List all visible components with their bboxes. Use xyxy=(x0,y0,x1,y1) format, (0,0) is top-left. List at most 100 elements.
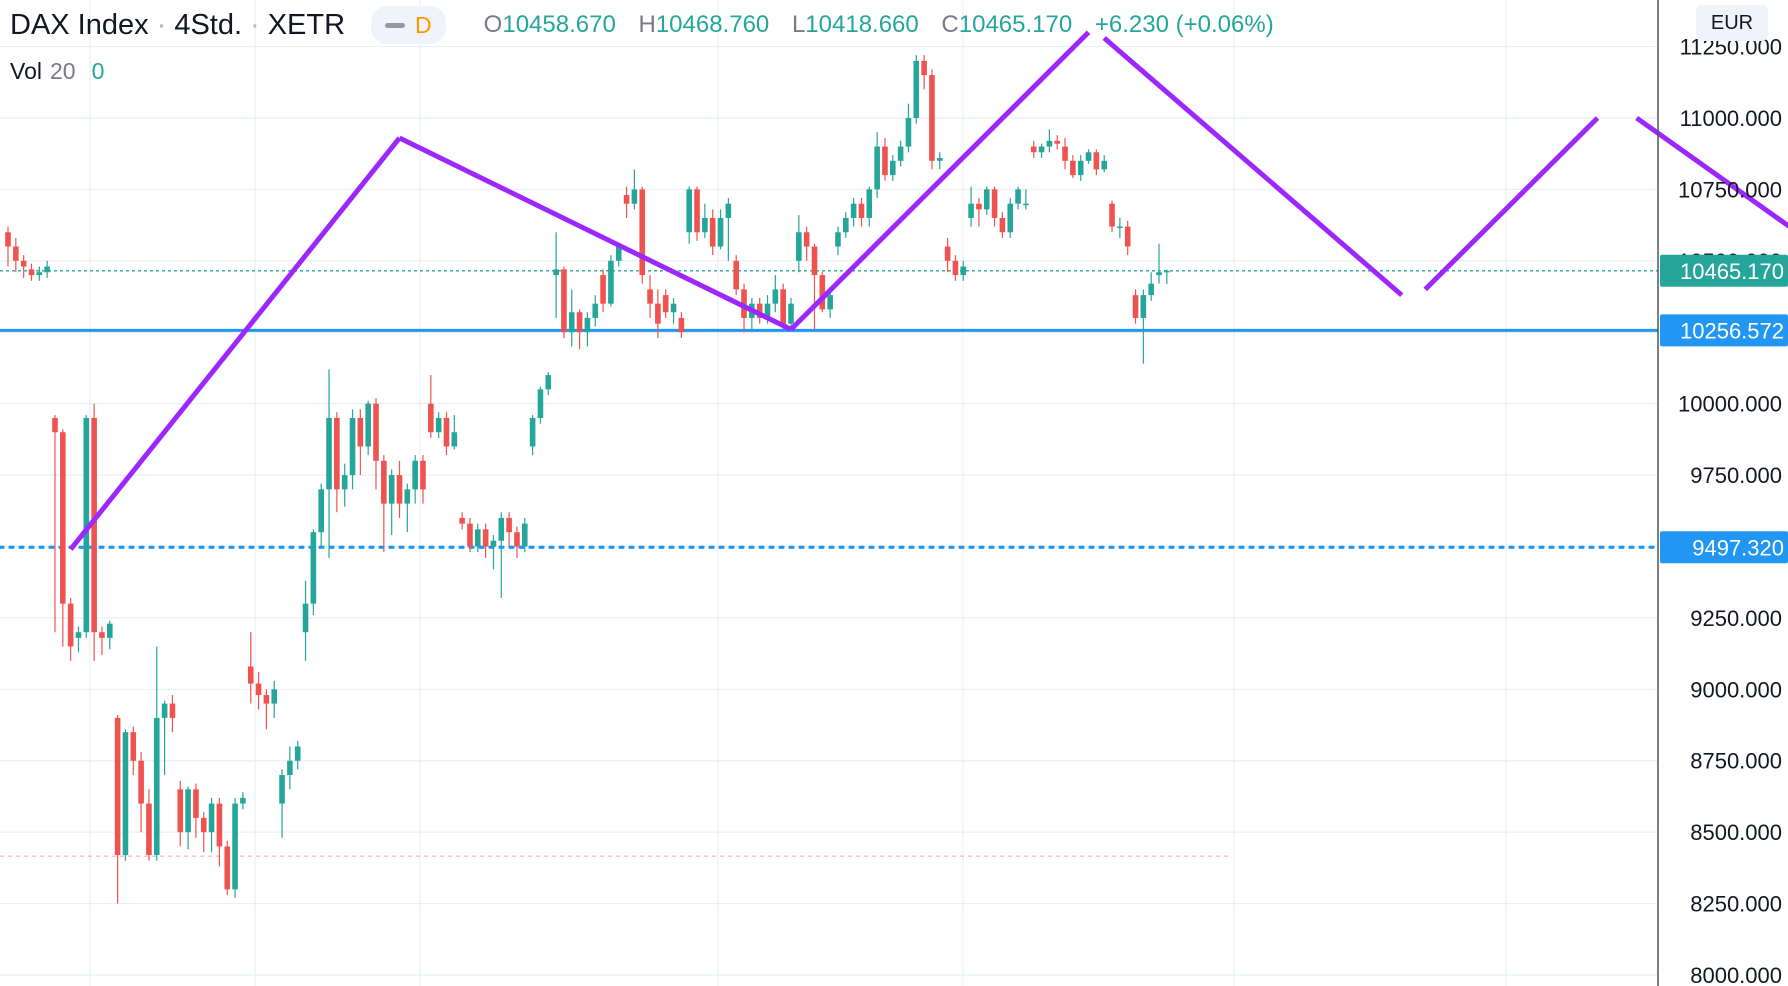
price-axis[interactable]: 8000.000 8250.000 8500.000 8750.000 9000.000… xyxy=(1657,0,1788,986)
candle xyxy=(271,680,278,718)
neckline-price-tag[interactable]: 10256.572 xyxy=(1660,314,1788,347)
candle xyxy=(428,375,434,438)
candle xyxy=(28,263,35,281)
candle-body xyxy=(889,160,896,176)
pattern-line[interactable] xyxy=(1635,115,1788,329)
pattern-line[interactable] xyxy=(68,136,402,551)
candle-body xyxy=(36,272,43,276)
candle xyxy=(882,137,888,181)
candle xyxy=(255,672,262,710)
candle-body xyxy=(20,260,27,267)
candle-body xyxy=(193,789,199,818)
candle-body xyxy=(334,417,340,490)
candle-body xyxy=(1077,160,1084,176)
candle-body xyxy=(623,195,630,204)
candle-body xyxy=(592,303,599,318)
candle xyxy=(44,260,50,278)
candle xyxy=(944,237,951,273)
candle-body xyxy=(983,189,990,210)
candle-body xyxy=(1062,146,1068,161)
interval-label[interactable]: 4Std. xyxy=(174,8,243,41)
candle-body xyxy=(294,746,301,761)
candle-body xyxy=(827,295,833,310)
candle-body xyxy=(153,717,160,856)
candle xyxy=(161,700,168,776)
candle xyxy=(287,746,293,790)
candle xyxy=(1046,129,1053,153)
candle xyxy=(537,386,544,424)
candle xyxy=(177,780,184,847)
candle xyxy=(302,580,309,661)
candle-body xyxy=(146,803,152,856)
candle-body xyxy=(177,789,184,833)
current-price-tag[interactable]: 10465.170 xyxy=(1660,254,1788,287)
symbol-name[interactable]: DAX Index xyxy=(10,8,149,41)
price-tag-box xyxy=(1660,531,1788,564)
status-pill[interactable]: D xyxy=(371,6,446,44)
candle xyxy=(99,626,105,656)
candle-body xyxy=(882,146,888,176)
candle xyxy=(310,529,317,616)
candle-body xyxy=(161,703,168,718)
candle-body xyxy=(1093,152,1100,170)
candle xyxy=(334,412,340,513)
candle xyxy=(631,169,638,210)
candle-body xyxy=(396,475,403,504)
candle-body xyxy=(1132,295,1139,318)
volume-label[interactable]: Vol xyxy=(10,58,42,84)
separator-dot: · xyxy=(250,8,260,41)
currency-button[interactable]: EUR xyxy=(1696,5,1768,41)
candle xyxy=(803,226,810,261)
candle xyxy=(294,740,301,770)
price-tick-label: 8000.000 xyxy=(1690,963,1782,986)
candle-body xyxy=(1007,203,1014,233)
minimize-icon[interactable] xyxy=(385,22,406,28)
target-price-tag[interactable]: 9497.320 xyxy=(1660,531,1788,564)
ohlc-values: O10458.670 H10468.760 L10418.660 C10465.… xyxy=(484,11,1290,39)
volume-value: 0 xyxy=(91,58,105,84)
candle-body xyxy=(866,189,873,218)
candle xyxy=(451,415,458,450)
candle-body xyxy=(443,417,450,447)
price-tag-box xyxy=(1660,314,1788,347)
candle xyxy=(224,840,231,896)
candle-body xyxy=(91,417,97,633)
pattern-line[interactable] xyxy=(1102,36,1404,297)
candle-body xyxy=(326,417,332,490)
pattern-line[interactable] xyxy=(398,135,793,332)
candle xyxy=(568,289,575,347)
candle xyxy=(169,695,176,733)
candle xyxy=(247,632,254,704)
candle xyxy=(670,297,677,324)
candle xyxy=(1093,149,1100,176)
pattern-line[interactable] xyxy=(789,30,1091,332)
candle xyxy=(279,769,285,838)
candle xyxy=(756,297,763,324)
candle xyxy=(521,517,528,553)
candle xyxy=(91,403,97,661)
candle xyxy=(921,55,927,90)
candle-body xyxy=(897,146,904,161)
candle-body xyxy=(999,217,1006,233)
candle xyxy=(122,729,129,861)
candle xyxy=(208,797,215,853)
candle xyxy=(357,409,364,476)
pattern-drawing[interactable] xyxy=(68,30,1788,551)
candle xyxy=(662,289,669,318)
candle-body xyxy=(662,295,669,313)
candle xyxy=(717,209,724,250)
candle-body xyxy=(843,217,849,233)
high-label: H xyxy=(638,11,656,38)
pattern-line[interactable] xyxy=(1423,116,1600,292)
candle-body xyxy=(459,517,465,524)
candle xyxy=(772,275,779,313)
candle xyxy=(1015,186,1021,210)
candle-body xyxy=(764,303,771,318)
candle-body xyxy=(608,260,614,304)
candle xyxy=(482,523,489,558)
candle-body xyxy=(725,203,732,218)
candle-body xyxy=(451,432,458,447)
candle-body xyxy=(1140,295,1147,318)
candle xyxy=(929,69,935,170)
